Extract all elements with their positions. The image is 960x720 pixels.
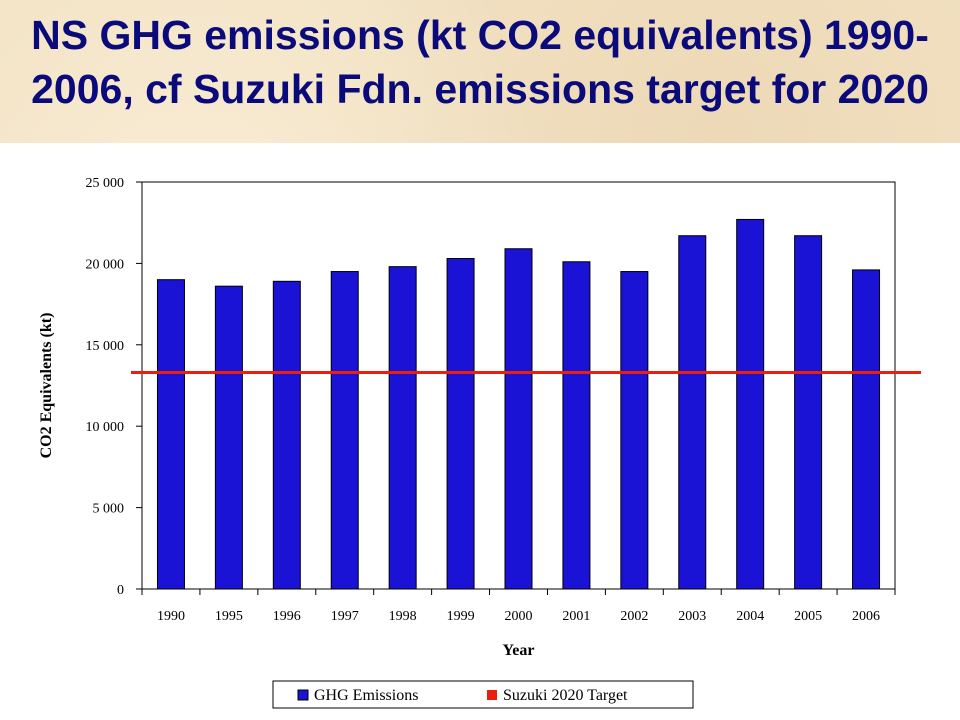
x-tick-label: 1996 (273, 609, 301, 624)
x-tick-label: 1997 (331, 609, 359, 624)
legend-swatch-target (487, 690, 497, 700)
bar-1998 (388, 266, 417, 590)
y-tick-label: 10 000 (86, 420, 125, 435)
y-tick-label: 0 (117, 583, 124, 598)
bar-1990 (156, 279, 185, 590)
x-tick-label: 2005 (794, 609, 822, 624)
legend-label-target: Suzuki 2020 Target (503, 687, 628, 704)
bar-1997 (330, 271, 359, 590)
bar-2005 (794, 235, 823, 590)
bar-2001 (562, 261, 591, 590)
slide-title-line-1: NS GHG emissions (kt CO2 equivalents) 19… (31, 12, 929, 58)
slide-title: NS GHG emissions (kt CO2 equivalents) 19… (0, 8, 960, 116)
x-tick-label: 1999 (447, 609, 475, 624)
y-tick-label: 15 000 (86, 339, 125, 354)
bar-chart: 0 5 000 10 000 15 000 20 000 25 000 1990 1995 19… (38, 176, 921, 709)
legend-box (272, 680, 694, 709)
x-tick-label: 2003 (678, 609, 706, 624)
bar-1996 (272, 280, 301, 590)
y-tick-label: 25 000 (86, 176, 125, 191)
x-tick-label: 2004 (736, 609, 764, 624)
x-tick-label: 2006 (852, 609, 880, 624)
legend-label-ghg: GHG Emissions (314, 687, 418, 704)
x-tick-label: 1998 (389, 609, 417, 624)
x-tick-label: 2001 (562, 609, 590, 624)
bar-1995 (214, 285, 243, 590)
bar-2006 (852, 269, 881, 590)
bar-2004 (736, 218, 765, 590)
x-tick-label: 2002 (620, 609, 648, 624)
y-axis-title: CO2 Equivalents (kt) (38, 313, 55, 459)
x-tick-label: 2000 (505, 609, 533, 624)
bar-1999 (446, 258, 475, 590)
bar-2003 (678, 235, 707, 590)
x-tick-label: 1995 (215, 609, 243, 624)
x-tick-label: 1990 (157, 609, 185, 624)
legend-swatch-ghg (297, 689, 309, 701)
y-tick-label: 20 000 (86, 257, 125, 272)
bar-2002 (620, 271, 649, 590)
x-axis-title: Year (503, 642, 535, 659)
y-tick-label: 5 000 (93, 502, 125, 517)
bar-2000 (504, 248, 533, 590)
chart-panel: 0 5 000 10 000 15 000 20 000 25 000 1990 1995 19… (0, 143, 960, 720)
slide-title-line-2: 2006, cf Suzuki Fdn. emissions target fo… (31, 66, 929, 112)
